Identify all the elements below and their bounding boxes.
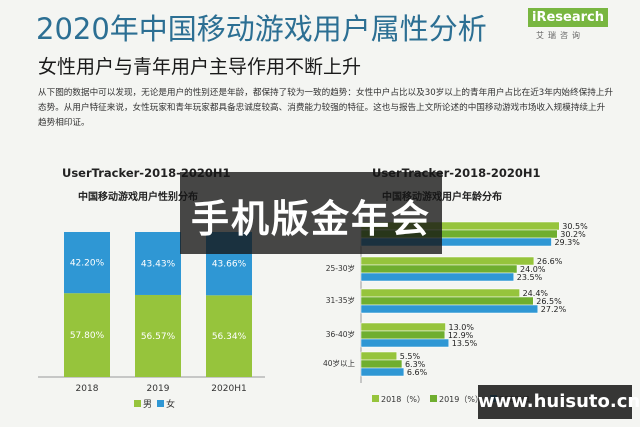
- age-label-1-0: 26.6%: [537, 257, 563, 266]
- gender-bar-male-2019: [135, 294, 181, 377]
- gender-legend-female: 女: [166, 398, 175, 410]
- age-label-2-2: 27.2%: [541, 305, 567, 314]
- age-legend-1: 2019（%）: [439, 395, 483, 404]
- age-tick-2: 31-35岁: [326, 295, 355, 305]
- gender-label-female-2020H1: 43.66%: [212, 260, 247, 270]
- gender-legend-swatch-male: [134, 400, 141, 407]
- promo-overlay: [180, 172, 442, 254]
- gender-tick-2018: 2018: [76, 384, 99, 394]
- gender-legend-swatch-female: [157, 400, 164, 407]
- gender-tick-2020H1: 2020H1: [211, 384, 246, 394]
- body-paragraph: 从下图的数据中可以发现，无论是用户的性别还是年龄，都保持了较为一致的趋势：女性中…: [38, 88, 613, 128]
- gender-bar-male-2018: [64, 293, 110, 377]
- gender-label-male-2020H1: 56.34%: [212, 332, 247, 342]
- age-bar-4-2: [360, 367, 405, 377]
- page-title: 2020年中国移动游戏用户属性分析: [36, 12, 487, 46]
- age-legend-swatch-0: [372, 395, 379, 402]
- age-label-2-0: 24.4%: [523, 289, 549, 298]
- age-bar-1-2: [360, 272, 514, 282]
- age-label-0-1: 30.2%: [560, 230, 586, 239]
- age-label-4-1: 6.3%: [405, 360, 426, 369]
- age-label-0-0: 30.5%: [562, 222, 588, 231]
- age-tick-1: 25-30岁: [326, 263, 355, 273]
- gender-label-male-2019: 56.57%: [141, 332, 176, 342]
- gender-bar-female-2018: [64, 232, 110, 294]
- age-label-2-1: 26.5%: [536, 297, 562, 306]
- page-subtitle: 女性用户与青年用户主导作用不断上升: [38, 56, 362, 78]
- gender-chart-subtitle: 中国移动游戏用户性别分布: [78, 192, 198, 203]
- age-label-4-2: 6.6%: [407, 368, 428, 377]
- brand-logo: iResearch 艾瑞咨询: [528, 6, 612, 46]
- age-legend-0: 2018（%）: [381, 395, 425, 404]
- gender-tick-2019: 2019: [147, 384, 170, 394]
- age-bar-1-0: [360, 256, 535, 266]
- overlay-text: 手机版金年会: [190, 197, 431, 241]
- age-bar-2-1: [360, 296, 534, 306]
- age-tick-3: 36-40岁: [326, 329, 355, 339]
- age-bar-2-0: [360, 288, 520, 298]
- age-tick-4: 40岁以上: [323, 358, 356, 368]
- gender-bar-female-2019: [135, 232, 181, 295]
- age-label-3-1: 12.9%: [448, 331, 474, 340]
- age-label-1-1: 24.0%: [520, 265, 546, 274]
- age-label-4-0: 5.5%: [400, 352, 421, 361]
- age-label-0-2: 29.3%: [554, 238, 580, 247]
- age-bar-2-2: [360, 304, 539, 314]
- gender-label-female-2018: 42.20%: [70, 259, 105, 269]
- logo-name: iResearch: [528, 8, 608, 27]
- gender-bar-male-2020H1: [206, 295, 252, 377]
- gender-legend-male: 男: [143, 399, 152, 410]
- age-label-1-2: 23.5%: [517, 273, 543, 282]
- age-label-3-2: 13.5%: [452, 339, 478, 348]
- gender-label-male-2018: 57.80%: [70, 331, 105, 341]
- site-watermark: www.huisuto.cn: [478, 385, 640, 419]
- age-legend-swatch-1: [430, 395, 437, 402]
- age-bar-3-0: [360, 322, 446, 332]
- age-label-3-0: 13.0%: [449, 323, 475, 332]
- age-bar-4-0: [360, 351, 397, 361]
- gender-label-female-2019: 43.43%: [141, 259, 176, 269]
- age-bar-4-1: [360, 359, 403, 369]
- age-bar-1-1: [360, 264, 518, 274]
- age-bar-3-2: [360, 338, 449, 348]
- age-bar-3-1: [360, 330, 446, 340]
- age-chart-subtitle: 中国移动游戏用户年龄分布: [382, 192, 502, 203]
- logo-sub: 艾瑞咨询: [536, 31, 584, 40]
